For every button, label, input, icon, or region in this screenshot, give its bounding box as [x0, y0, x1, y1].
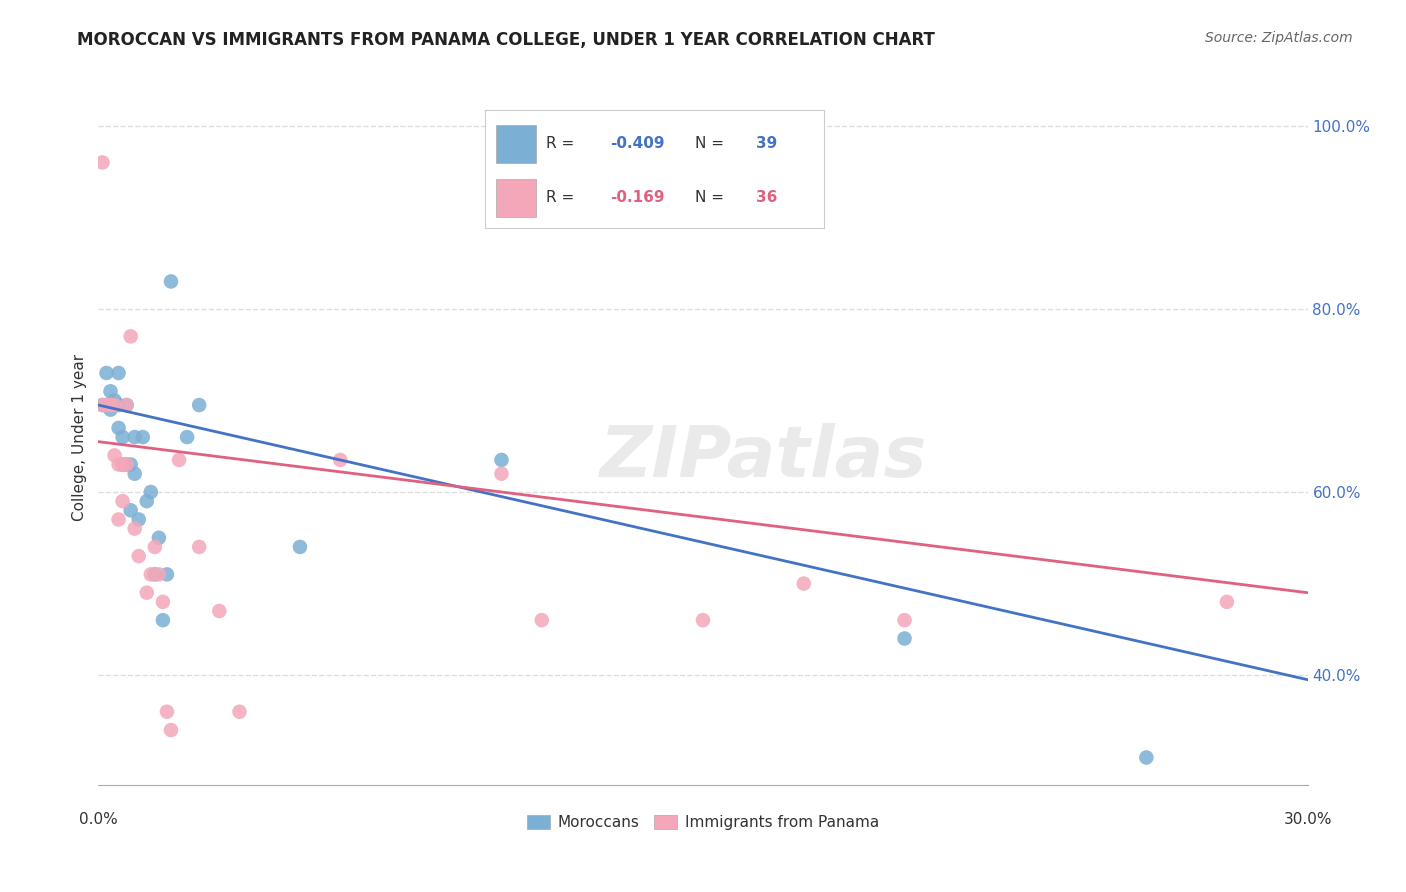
Point — [100, 384, 122, 399]
Point — [152, 595, 174, 609]
Point — [893, 613, 915, 627]
Legend: Moroccans, Immigrants from Panama: Moroccans, Immigrants from Panama — [520, 809, 886, 837]
Point — [793, 576, 815, 591]
Point — [128, 512, 150, 526]
Point — [120, 458, 142, 472]
Text: 0.0%: 0.0% — [79, 813, 118, 828]
Point — [91, 398, 114, 412]
Point — [124, 430, 146, 444]
Point — [120, 329, 142, 343]
Point — [115, 398, 138, 412]
Point — [107, 512, 129, 526]
Point — [152, 613, 174, 627]
Point — [188, 398, 211, 412]
Point — [100, 398, 122, 412]
Point — [208, 604, 231, 618]
Point — [893, 632, 915, 646]
Point — [143, 540, 166, 554]
Point — [100, 398, 122, 412]
Point — [103, 449, 125, 463]
Point — [96, 398, 118, 412]
Y-axis label: College, Under 1 year: College, Under 1 year — [72, 353, 87, 521]
Point — [107, 366, 129, 380]
Point — [100, 398, 122, 412]
Point — [124, 522, 146, 536]
Point — [176, 430, 198, 444]
Point — [111, 430, 134, 444]
Point — [135, 494, 157, 508]
Point — [103, 398, 125, 412]
Point — [96, 366, 118, 380]
Point — [124, 467, 146, 481]
Point — [91, 155, 114, 169]
Point — [156, 567, 179, 582]
Point — [148, 567, 170, 582]
Point — [160, 723, 183, 737]
Point — [107, 398, 129, 412]
Point — [530, 613, 553, 627]
Point — [139, 567, 162, 582]
Point — [491, 467, 513, 481]
Point — [111, 458, 134, 472]
Point — [167, 453, 190, 467]
Point — [107, 421, 129, 435]
Text: ZIPatlas: ZIPatlas — [600, 424, 927, 492]
Point — [329, 453, 352, 467]
Point — [91, 398, 114, 412]
Point — [148, 531, 170, 545]
Point — [1216, 595, 1239, 609]
Text: 30.0%: 30.0% — [1284, 813, 1331, 828]
Point — [228, 705, 250, 719]
Point — [143, 567, 166, 582]
Point — [111, 458, 134, 472]
Point — [111, 494, 134, 508]
Point — [103, 393, 125, 408]
Point — [692, 613, 714, 627]
Point — [1135, 750, 1157, 764]
Point — [491, 453, 513, 467]
Point — [96, 398, 118, 412]
Point — [139, 485, 162, 500]
Text: MOROCCAN VS IMMIGRANTS FROM PANAMA COLLEGE, UNDER 1 YEAR CORRELATION CHART: MOROCCAN VS IMMIGRANTS FROM PANAMA COLLE… — [77, 31, 935, 49]
Point — [188, 540, 211, 554]
Point — [103, 398, 125, 412]
Point — [160, 275, 183, 289]
Point — [120, 503, 142, 517]
Point — [288, 540, 311, 554]
Point — [115, 458, 138, 472]
Point — [132, 430, 155, 444]
Point — [135, 585, 157, 599]
Point — [100, 402, 122, 417]
Point — [107, 458, 129, 472]
Point — [115, 458, 138, 472]
Point — [128, 549, 150, 563]
Point — [156, 705, 179, 719]
Text: Source: ZipAtlas.com: Source: ZipAtlas.com — [1205, 31, 1353, 45]
Point — [115, 398, 138, 412]
